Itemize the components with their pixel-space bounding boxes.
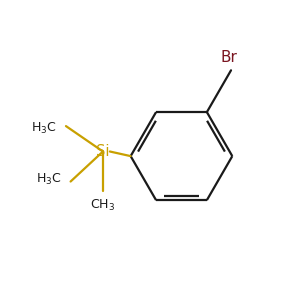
Text: Si: Si	[96, 144, 110, 159]
Text: H$_3$C: H$_3$C	[31, 121, 57, 136]
Text: CH$_3$: CH$_3$	[90, 198, 116, 213]
Text: Br: Br	[220, 50, 237, 64]
Text: H$_3$C: H$_3$C	[36, 172, 61, 187]
